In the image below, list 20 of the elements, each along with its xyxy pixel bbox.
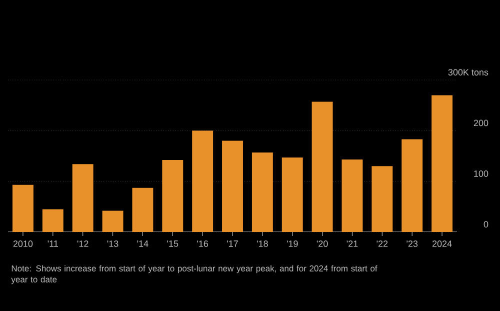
y-tick-label: 100 — [474, 170, 488, 177]
x-tick-label: 2010 — [13, 240, 33, 247]
x-tick-label: '13 — [107, 240, 118, 247]
x-tick-label: '14 — [137, 240, 148, 247]
text: Note: Shows increase from start of year to post-lunar new year peak, and for 2024 from start of year to date — [11, 265, 378, 284]
x-tick-label: '19 — [286, 240, 298, 247]
y-tick-label: 200 — [474, 120, 488, 126]
x-tick-label: '17 — [227, 240, 238, 247]
x-tick-label: 2024 — [432, 240, 452, 247]
x-tick-label: '16 — [197, 240, 208, 247]
x-tick-label: '20 — [316, 240, 328, 247]
y-tick-label: 0 — [484, 221, 488, 228]
x-tick-label: '12 — [77, 240, 88, 247]
y-tick-label: 300K tons — [448, 69, 488, 76]
x-tick-label: '22 — [376, 240, 388, 247]
x-tick-label: '21 — [346, 240, 358, 247]
x-tick-label: '18 — [257, 240, 268, 247]
x-tick-label: '11 — [48, 240, 58, 247]
x-tick-label: '23 — [406, 240, 418, 247]
x-tick-label: '15 — [167, 240, 178, 247]
